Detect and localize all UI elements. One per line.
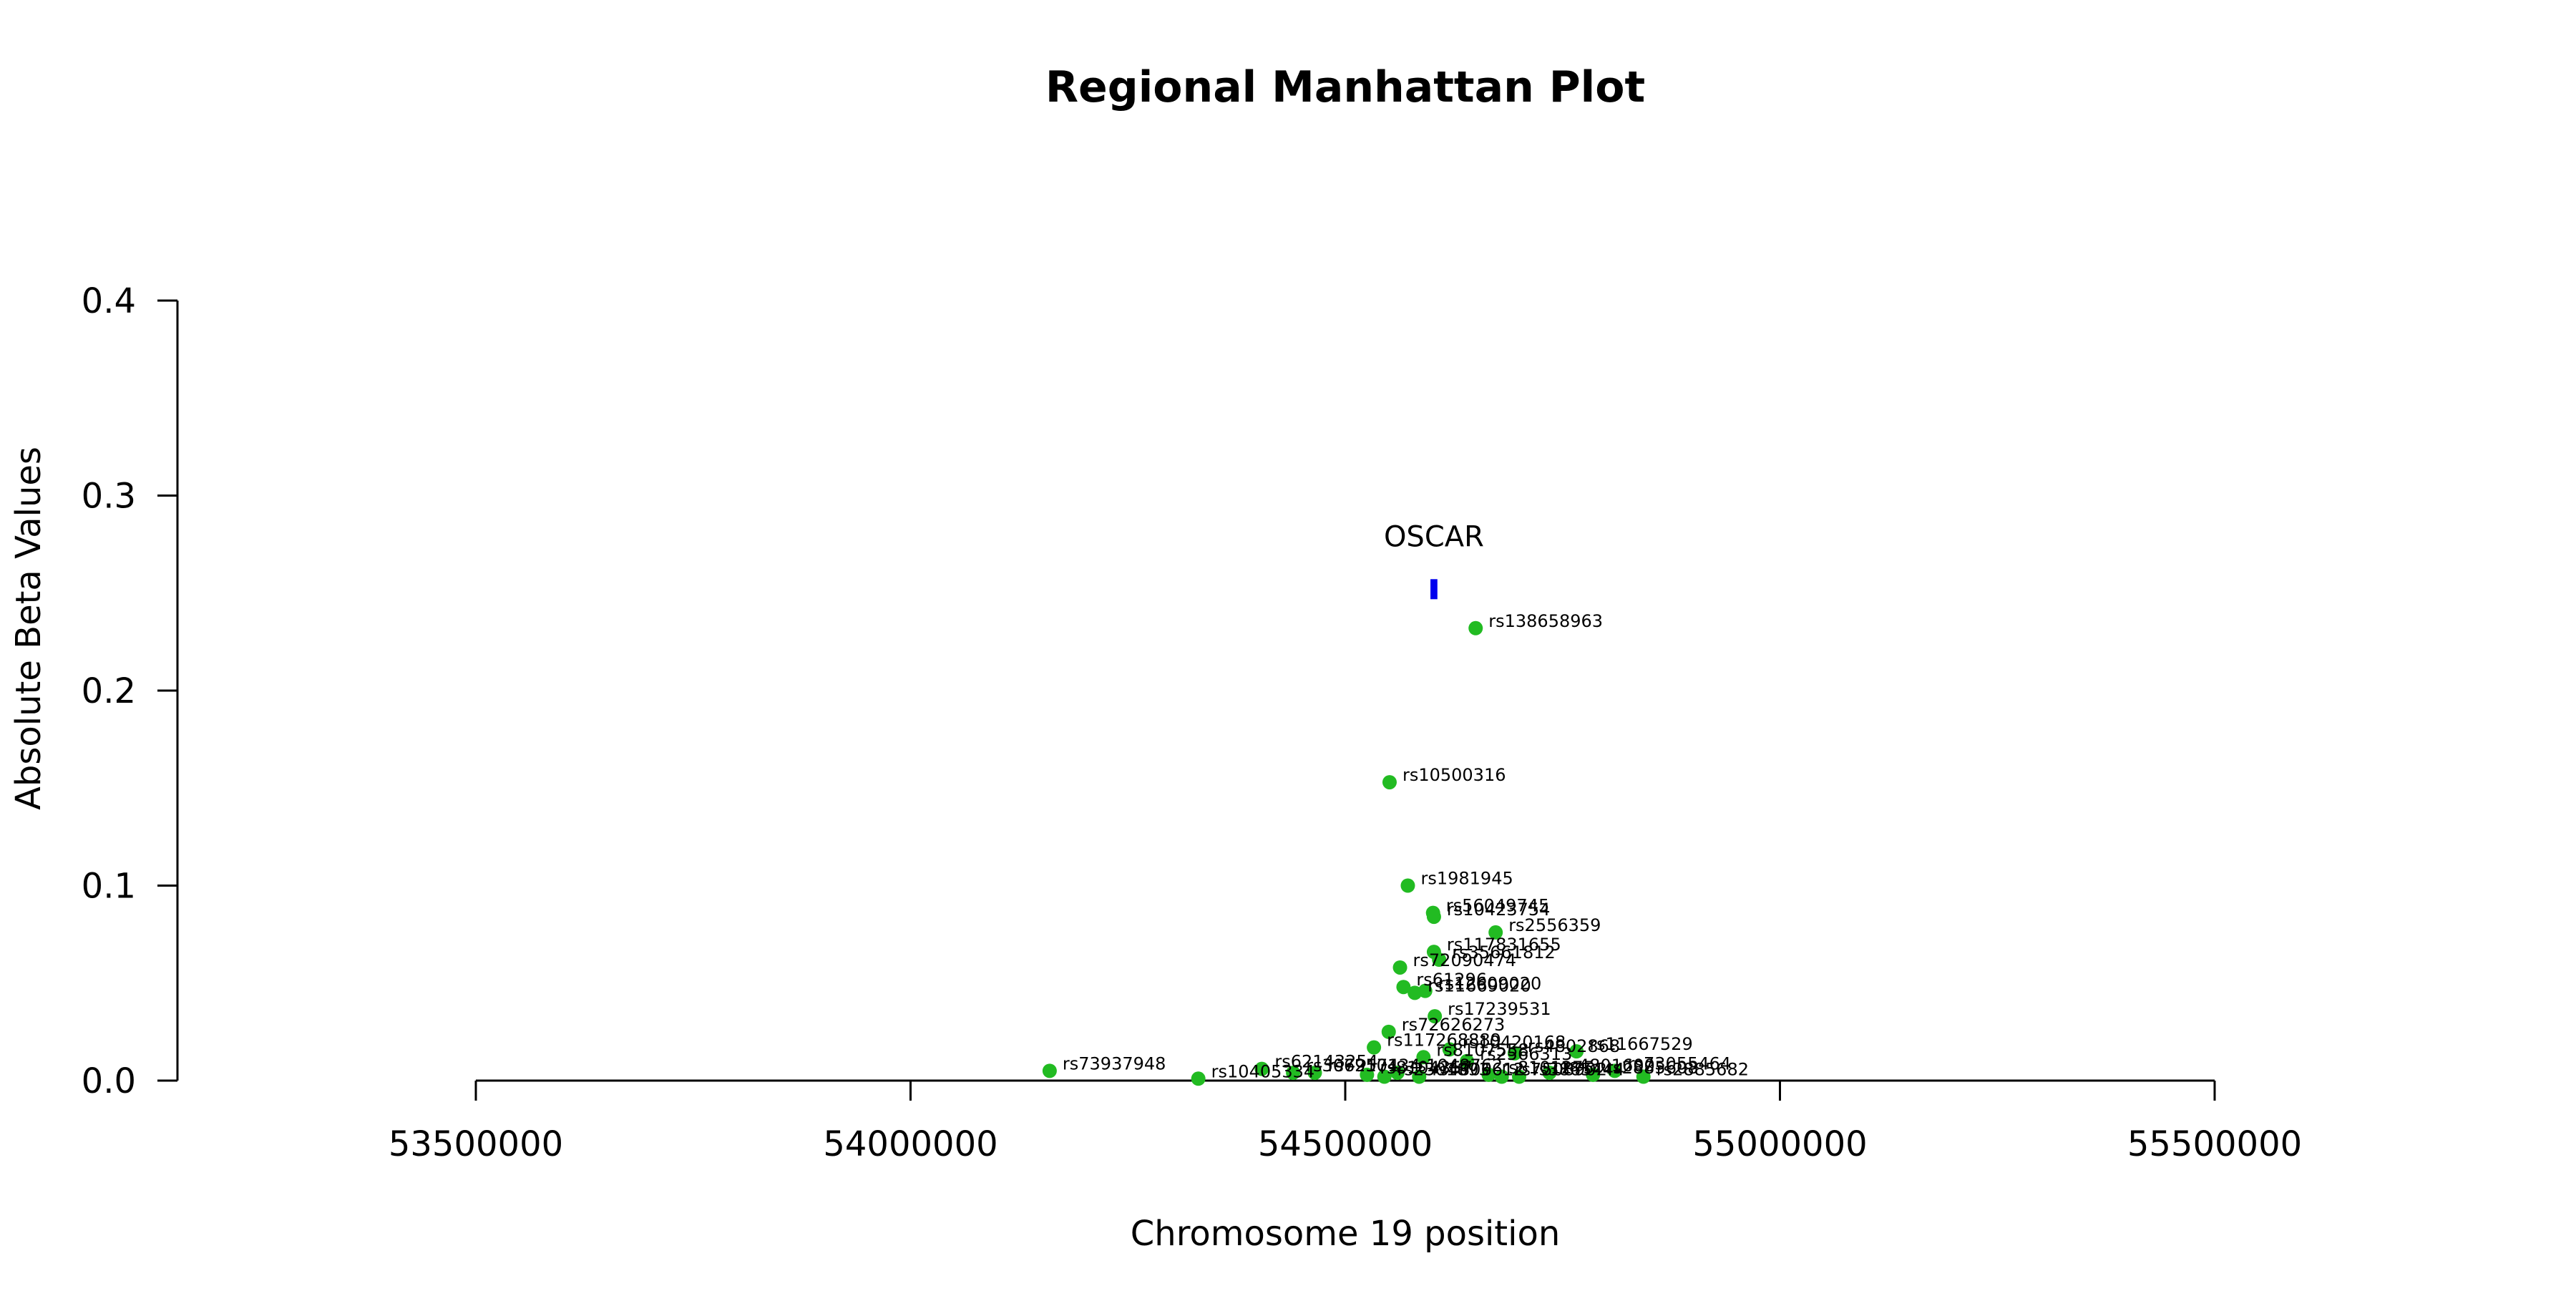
x-axis-label: Chromosome 19 position: [1131, 1214, 1561, 1254]
point-label: rs2301893: [1397, 1060, 1490, 1080]
point-label: rs10500316: [1402, 765, 1506, 785]
point-label: rs138658963: [1488, 611, 1603, 631]
data-point: [1488, 925, 1503, 940]
data-points: [1042, 620, 1651, 1086]
point-label: rs10423754: [1447, 900, 1551, 920]
x-tick-label: 54000000: [823, 1124, 997, 1164]
data-point: [1307, 1066, 1322, 1081]
data-point: [1360, 1067, 1375, 1082]
data-point: [1569, 1044, 1584, 1059]
point-label: rs10405334: [1211, 1061, 1315, 1081]
point-label: rs72090474: [1413, 950, 1517, 970]
data-point: [1494, 1069, 1509, 1084]
data-point: [1390, 1066, 1405, 1081]
data-point: [1481, 1067, 1496, 1082]
point-label: rs56049745: [1446, 896, 1550, 916]
axes: 0.0 0.1 0.2 0.3 0.4 53500000 54000000 54500000 5…: [82, 281, 2303, 1164]
data-point: [1507, 1046, 1522, 1061]
point-label: rs61296: [1416, 970, 1487, 990]
x-tick-label: 55000000: [1692, 1124, 1867, 1164]
point-label: rs8101275: [1501, 1058, 1594, 1078]
data-point: [1286, 1066, 1301, 1081]
point-label: rs35661812: [1452, 942, 1556, 963]
x-tick-label: 55500000: [2127, 1124, 2302, 1164]
data-point: [1468, 620, 1483, 635]
y-tick-label: 0.1: [82, 867, 136, 907]
point-label: rs7250134: [1327, 1056, 1420, 1076]
point-label: rs12609020: [1438, 974, 1542, 994]
data-point: [1377, 1069, 1392, 1084]
point-label: rs4801600: [1563, 1056, 1655, 1076]
point-label: rs8104357: [1380, 1058, 1472, 1078]
data-point: [1607, 1063, 1622, 1078]
data-point: [1512, 1069, 1526, 1084]
point-label: rs11669020: [1428, 975, 1531, 995]
data-point: [1367, 1040, 1382, 1055]
data-point: [1407, 985, 1423, 1000]
point-label: rs2566313: [1480, 1044, 1572, 1064]
data-point: [1542, 1066, 1557, 1081]
point-label: rs11667529: [1589, 1034, 1693, 1054]
y-tick-label: 0.4: [82, 281, 136, 321]
y-tick-label: 0.2: [82, 671, 136, 711]
gene-marker: [1430, 579, 1438, 600]
y-tick-label: 0.3: [82, 477, 136, 517]
y-tick-label: 0.0: [82, 1061, 136, 1101]
point-label: rs2556359: [1508, 915, 1601, 935]
data-point: [1432, 953, 1447, 968]
point-label: rs3865444: [1532, 1060, 1624, 1080]
y-axis-label: Absolute Beta Values: [9, 447, 49, 810]
point-label: rs62143254: [1274, 1052, 1378, 1072]
point-label: rs7508902: [1515, 1060, 1607, 1080]
data-point: [1381, 1024, 1396, 1039]
gene-label: OSCAR: [1384, 520, 1484, 553]
point-label: rs2885608: [1606, 1058, 1698, 1078]
data-point: [1412, 1069, 1427, 1084]
data-point: [1392, 960, 1407, 975]
x-tick-label: 54500000: [1258, 1124, 1433, 1164]
data-point: [1254, 1061, 1269, 1076]
data-point: [1426, 910, 1441, 925]
data-point: [1191, 1071, 1206, 1086]
gene-annotation: OSCAR: [1384, 520, 1484, 600]
data-point: [1428, 1009, 1443, 1024]
point-labels: rs138658963 rs10500316 rs1981945 rs56049745…: [1063, 611, 1749, 1081]
data-point: [1396, 980, 1411, 995]
chart-title: Regional Manhattan Plot: [1045, 62, 1645, 112]
point-label: rs10420168: [1463, 1032, 1566, 1052]
point-label: rs3069174: [1306, 1056, 1398, 1076]
data-point: [1636, 1069, 1651, 1084]
point-label: rs1048762: [1410, 1056, 1503, 1076]
point-label: rs17239531: [1448, 999, 1551, 1019]
point-label: rs73937948: [1063, 1053, 1166, 1073]
point-label: rs117831655: [1447, 935, 1561, 955]
point-label: rs2885682: [1657, 1060, 1749, 1080]
data-point: [1400, 878, 1415, 893]
point-label: rs73055464: [1628, 1053, 1732, 1073]
data-point: [1382, 775, 1397, 790]
point-label: rs4806612: [1432, 1060, 1524, 1080]
data-point: [1416, 1050, 1431, 1065]
data-point: [1586, 1067, 1601, 1082]
point-label: rs8107558: [1436, 1040, 1528, 1060]
data-point: [1442, 1042, 1457, 1057]
x-tick-label: 53500000: [389, 1124, 563, 1164]
point-label: rs4802868: [1528, 1036, 1620, 1056]
point-label: rs1981945: [1420, 869, 1513, 889]
point-label: rs72626273: [1402, 1015, 1506, 1035]
data-point: [1042, 1063, 1057, 1078]
data-point: [1460, 1053, 1475, 1068]
point-label: rs117268889: [1387, 1031, 1501, 1051]
